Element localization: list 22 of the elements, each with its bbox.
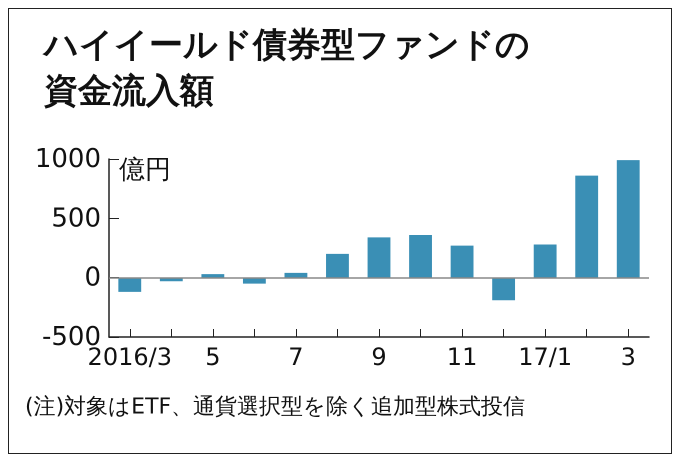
y-tick-label: 1000: [34, 144, 101, 174]
bar: [409, 234, 432, 278]
bar: [201, 274, 224, 278]
bar: [368, 237, 390, 278]
bar: [326, 254, 349, 278]
text: (注)対象はETF、通貨選択型を除く追加型株式投信: [25, 394, 526, 420]
bar: [534, 244, 557, 278]
bar: [616, 160, 640, 278]
y-axis-title: 億円: [119, 155, 171, 185]
bar: [450, 246, 474, 278]
bar: [284, 272, 308, 278]
y-tick-label: 500: [51, 203, 101, 234]
x-tick-label: 11: [446, 343, 478, 371]
bar: [492, 278, 516, 300]
x-tick-label: 5: [205, 343, 220, 371]
y-tick-label: 0: [84, 262, 101, 293]
x-tick-label: 7: [288, 343, 304, 371]
chart-title: ハイイールド債券型ファンドの資金流入額: [42, 25, 530, 111]
bar: [575, 176, 598, 278]
x-tick-label: 9: [371, 343, 387, 371]
x-tick-label: 3: [620, 343, 636, 371]
x-tick-label: 17/1: [518, 343, 572, 371]
